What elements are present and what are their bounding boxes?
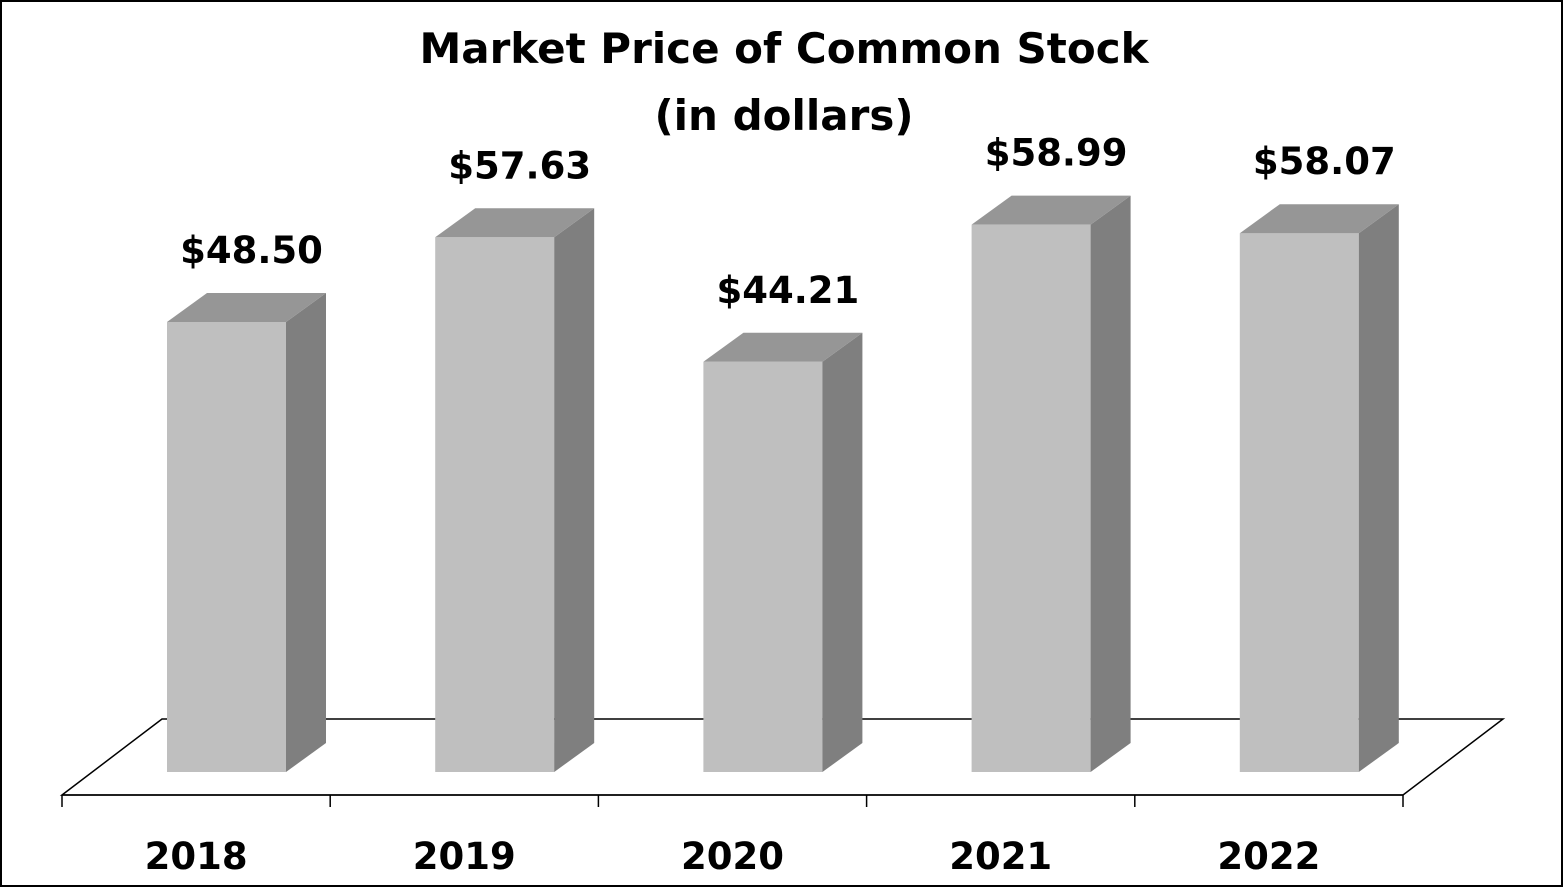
bar-front-face: [167, 322, 286, 772]
bar-series: [167, 195, 1399, 773]
chart-title: Market Price of Common Stock: [419, 24, 1149, 73]
bar-2020: [703, 332, 863, 772]
x-tick-label-2019: 2019: [413, 835, 516, 878]
bar-top-face: [971, 195, 1131, 225]
bar-2019: [435, 208, 595, 772]
data-label-2018: $48.50: [180, 229, 323, 272]
bar-side-face: [286, 293, 326, 772]
data-label-2022: $58.07: [1253, 140, 1396, 183]
bar-front-face: [435, 237, 555, 772]
bar-top-face: [1239, 204, 1399, 234]
bar-front-face: [703, 361, 823, 772]
data-label-2019: $57.63: [448, 144, 591, 187]
x-tick-label-2020: 2020: [681, 835, 784, 878]
bar-front-face: [971, 224, 1091, 772]
bar-front-face: [1239, 233, 1359, 773]
bar-2018: [167, 293, 326, 772]
x-tick-label-2018: 2018: [145, 835, 248, 878]
x-tick-label-2021: 2021: [949, 835, 1052, 878]
x-axis: 2018 2019 2020 2021 2022: [61, 794, 1404, 878]
bar-side-face: [1358, 204, 1399, 773]
bar-2022: [1239, 204, 1399, 773]
data-label-2021: $58.99: [985, 132, 1128, 175]
bar-side-face: [822, 332, 863, 772]
bar-side-face: [554, 208, 595, 772]
bar-top-face: [167, 293, 326, 322]
bar-2021: [971, 195, 1131, 772]
data-labels: $48.50 $57.63 $44.21 $58.99 $58.07: [180, 132, 1396, 312]
bar-top-face: [703, 332, 863, 362]
data-label-2020: $44.21: [717, 269, 860, 312]
chart-subtitle: (in dollars): [654, 91, 913, 140]
x-tick-label-2022: 2022: [1217, 835, 1320, 878]
bar-side-face: [1090, 195, 1131, 772]
bar-top-face: [435, 208, 595, 238]
